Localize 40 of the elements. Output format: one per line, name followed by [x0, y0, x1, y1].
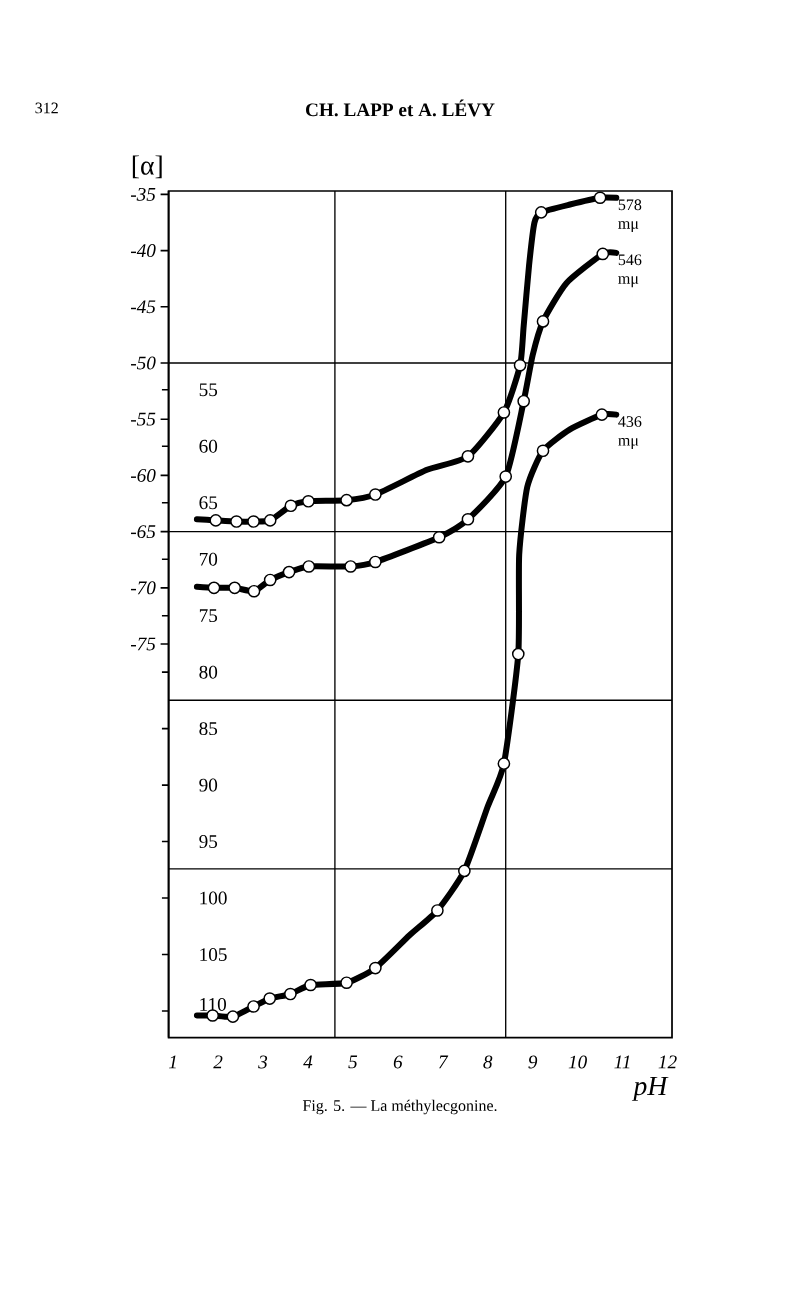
x-tick-label: 7 — [439, 1055, 449, 1069]
y-tick-label: -70 — [131, 581, 156, 595]
x-tick-label: 5 — [348, 1055, 358, 1069]
y2-tick-label: 90 — [199, 778, 218, 792]
y-tick-label: -55 — [131, 412, 156, 426]
caption: Fig. 5. — La méthylecgonine. — [302, 1099, 497, 1115]
y-tick-label: -60 — [131, 468, 156, 482]
y-tick-label: -75 — [131, 637, 156, 651]
chart-title: CH. LAPP et A. LÉVY — [306, 99, 495, 117]
series-label: 578 mμ — [618, 199, 642, 233]
y2-tick-label: 70 — [199, 552, 218, 566]
y2-tick-label: 85 — [199, 722, 218, 736]
y2-tick-label: 95 — [199, 835, 218, 849]
x-axis-title: pH — [631, 1076, 669, 1101]
x-tick-label: 2 — [213, 1055, 223, 1069]
y2-tick-label: 60 — [199, 439, 218, 453]
x-tick-label: 6 — [393, 1055, 403, 1069]
y-tick-label: -35 — [131, 187, 156, 201]
y-tick-label: -40 — [131, 244, 156, 258]
x-tick-label: 4 — [303, 1055, 313, 1069]
y2-tick-label: 65 — [199, 496, 218, 510]
series-label: 546 mμ — [618, 254, 642, 288]
x-tick-label: 1 — [168, 1055, 176, 1069]
y-tick-label: -50 — [131, 356, 156, 370]
y2-tick-label: 55 — [199, 383, 218, 397]
x-tick-label: 10 — [568, 1055, 587, 1069]
y2-tick-label: 80 — [199, 665, 218, 679]
x-tick-label: 8 — [483, 1055, 493, 1069]
y2-tick-label: 75 — [199, 609, 218, 623]
text: 312 — [35, 102, 58, 114]
y-tick-label: -45 — [131, 300, 156, 314]
y2-tick-label: 100 — [200, 891, 227, 905]
y2-tick-label: 105 — [200, 948, 227, 961]
x-tick-label: 9 — [528, 1055, 538, 1069]
y-axis-title: [α] — [132, 155, 162, 179]
x-tick-label: 3 — [258, 1055, 268, 1069]
x-tick-label: 11 — [614, 1055, 630, 1069]
x-tick-label: 12 — [658, 1055, 677, 1069]
series-label: 436 mμ — [618, 416, 642, 449]
y-tick-label: -65 — [131, 525, 156, 539]
